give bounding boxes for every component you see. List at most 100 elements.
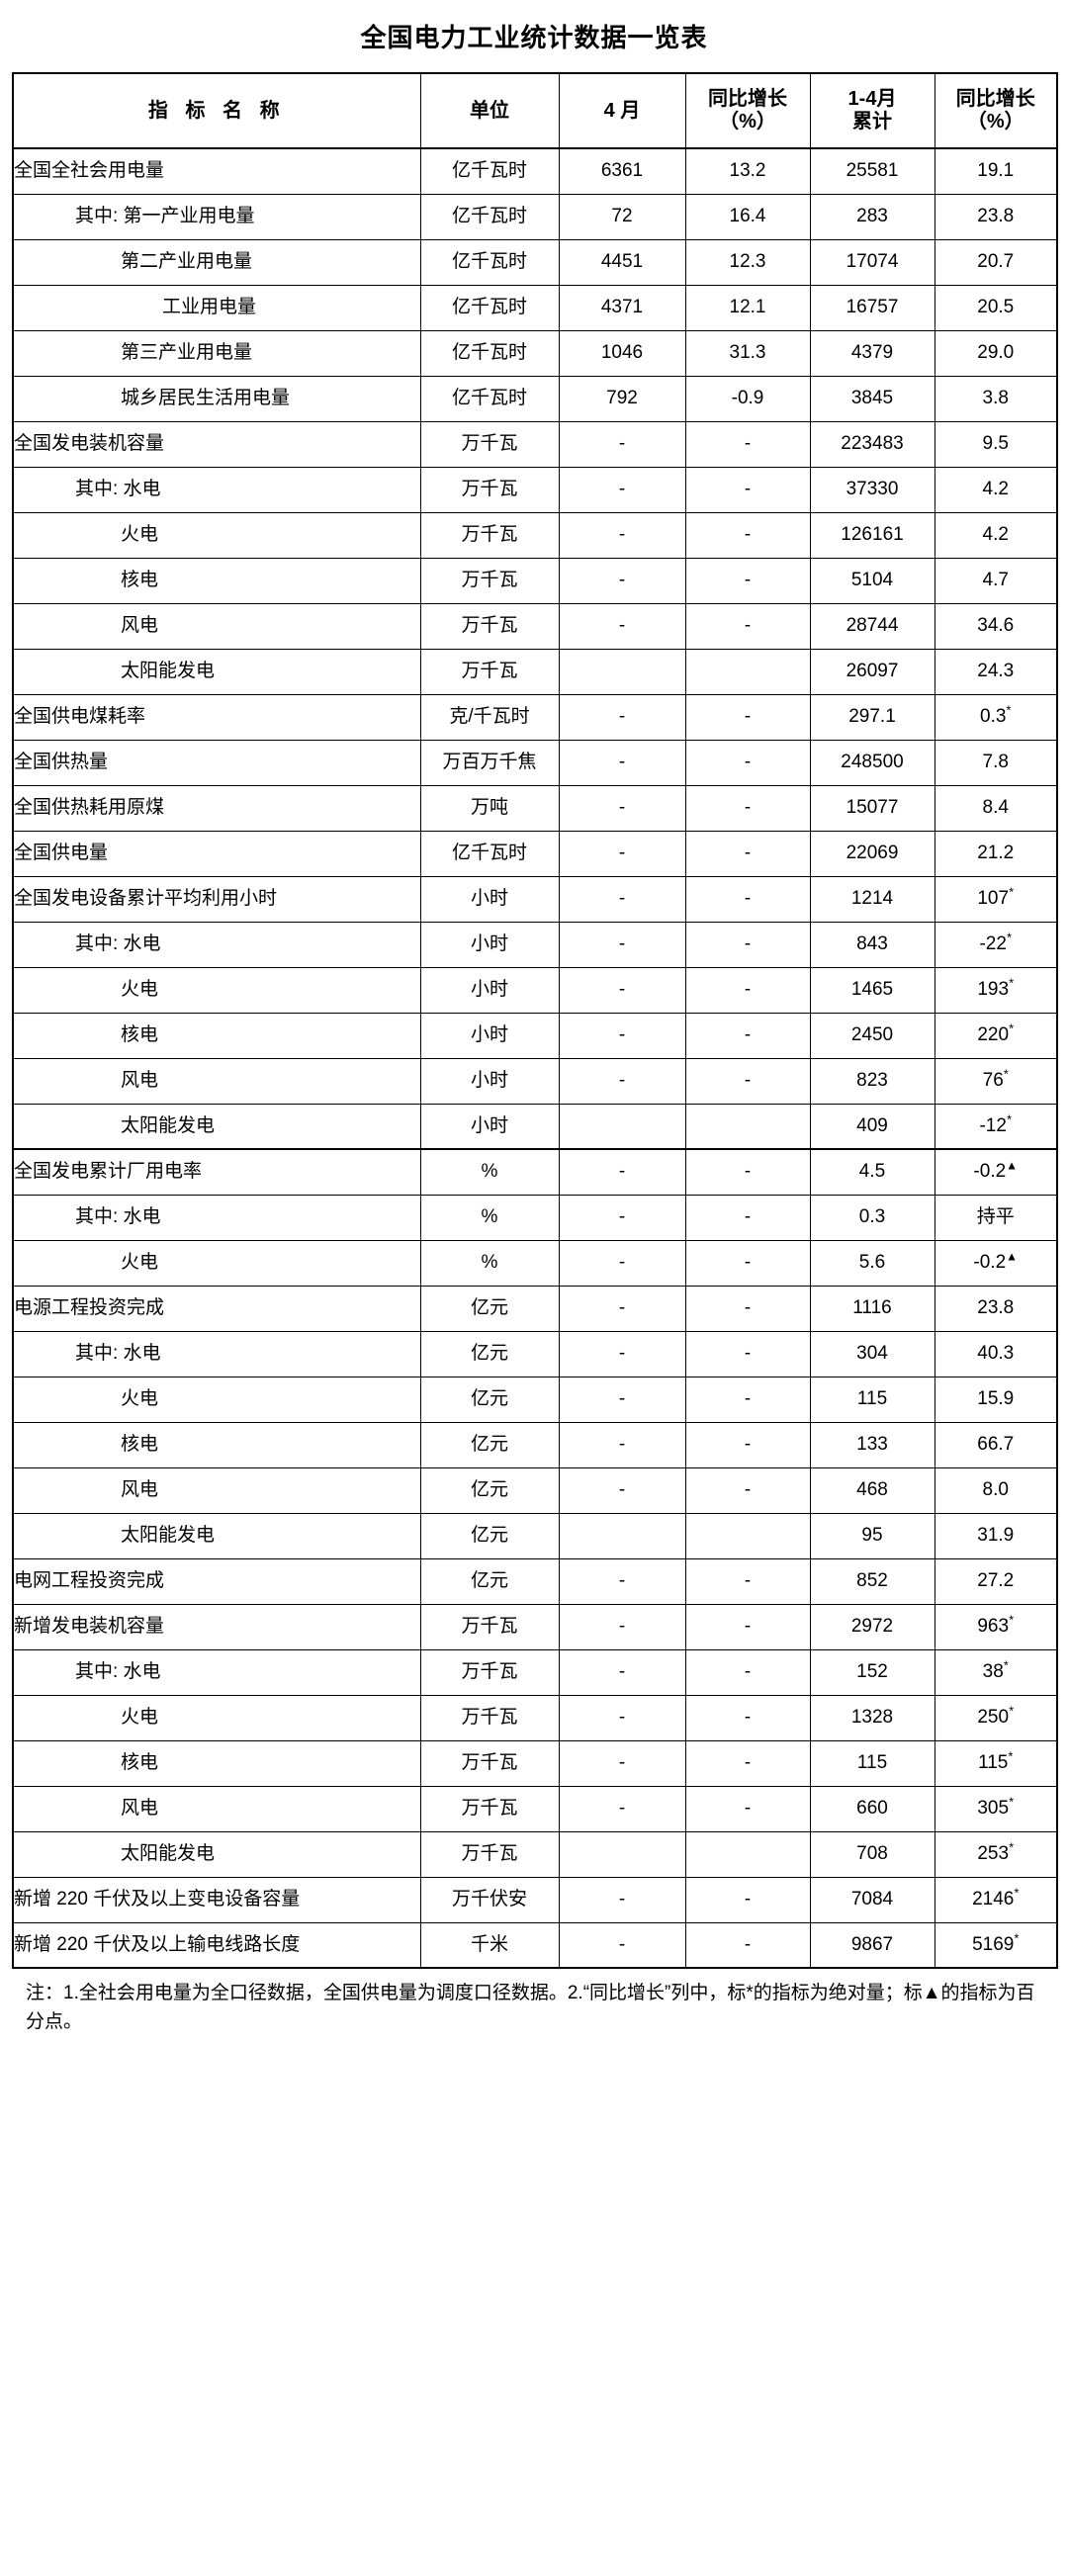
row-value-cum-growth-number: 115 bbox=[978, 1752, 1009, 1774]
table-row: 其中: 水电 万千瓦 - -152 38* bbox=[12, 1648, 1058, 1696]
absolute-value-star-marker: * bbox=[1009, 1703, 1015, 1719]
row-value-cumulative: 1465 bbox=[809, 966, 935, 1014]
absolute-value-star-marker: * bbox=[1009, 884, 1015, 900]
row-value-apr-growth: - bbox=[684, 602, 811, 650]
row-value-apr: - bbox=[558, 830, 686, 877]
absolute-value-star-marker: * bbox=[1006, 1111, 1013, 1127]
row-value-apr: 6361 bbox=[558, 147, 686, 195]
absolute-value-star-marker: * bbox=[1009, 1612, 1015, 1628]
row-value-cum-growth-number: 253 bbox=[977, 1843, 1010, 1865]
row-indicator-name: 风电 bbox=[12, 602, 421, 650]
row-value-cum-growth: 115* bbox=[934, 1739, 1058, 1787]
row-value-cumulative: 7084 bbox=[809, 1876, 935, 1923]
row-value-apr: - bbox=[558, 420, 686, 468]
row-indicator-name: 其中: 水电 bbox=[12, 1330, 421, 1377]
row-value-cumulative: 115 bbox=[809, 1739, 935, 1787]
row-value-apr: 792 bbox=[558, 375, 686, 422]
row-value-cum-growth: 29.0 bbox=[934, 329, 1058, 377]
row-unit: 小时 bbox=[419, 1103, 560, 1150]
row-value-apr: - bbox=[558, 739, 686, 786]
row-value-apr-growth: - bbox=[684, 830, 811, 877]
table-row: 其中: 第一产业用电量 亿千瓦时 72 16.4 283 23.8 bbox=[12, 193, 1058, 240]
row-unit: 亿千瓦时 bbox=[419, 147, 560, 195]
row-value-apr-growth: 12.3 bbox=[684, 238, 811, 286]
row-indicator-name: 全国供电量 bbox=[12, 830, 421, 877]
row-value-cum-growth: 23.8 bbox=[934, 1285, 1058, 1332]
row-value-cum-growth: 19.1 bbox=[934, 147, 1058, 195]
column-header-cumulative: 1-4月 累计 bbox=[809, 72, 935, 149]
row-unit: 亿千瓦时 bbox=[419, 329, 560, 377]
table-row: 全国全社会用电量 亿千瓦时 6361 13.2 25581 19.1 bbox=[12, 147, 1058, 195]
row-value-apr-growth: - bbox=[684, 1785, 811, 1832]
row-value-apr: - bbox=[558, 557, 686, 604]
absolute-value-star-marker: * bbox=[1006, 930, 1013, 945]
row-value-cum-growth: 24.3 bbox=[934, 648, 1058, 695]
row-value-cumulative: 37330 bbox=[809, 466, 935, 513]
row-value-apr-growth: - bbox=[684, 1285, 811, 1332]
row-value-cum-growth: 40.3 bbox=[934, 1330, 1058, 1377]
row-value-apr: - bbox=[558, 693, 686, 741]
row-unit: 万千瓦 bbox=[419, 602, 560, 650]
row-unit: % bbox=[419, 1239, 560, 1287]
table-row: 全国发电装机容量 万千瓦 - -223483 9.5 bbox=[12, 420, 1058, 468]
row-value-cum-growth: 9.5 bbox=[934, 420, 1058, 468]
table-row: 新增发电装机容量 万千瓦 - -2972 963* bbox=[12, 1603, 1058, 1650]
row-value-apr: - bbox=[558, 1785, 686, 1832]
table-row: 风电 万千瓦 - -660 305* bbox=[12, 1785, 1058, 1832]
row-indicator-name: 城乡居民生活用电量 bbox=[12, 375, 421, 422]
row-value-cumulative: 25581 bbox=[809, 147, 935, 195]
row-unit: 万千瓦 bbox=[419, 511, 560, 559]
row-value-apr-growth: 16.4 bbox=[684, 193, 811, 240]
table-row: 火电 小时 - -1465 193* bbox=[12, 966, 1058, 1014]
row-indicator-name: 核电 bbox=[12, 1012, 421, 1059]
absolute-value-star-marker: * bbox=[1014, 1885, 1020, 1901]
table-row: 风电 亿元 - -468 8.0 bbox=[12, 1466, 1058, 1514]
row-value-apr bbox=[558, 1103, 686, 1150]
row-value-cumulative: 248500 bbox=[809, 739, 935, 786]
row-indicator-name: 全国供热耗用原煤 bbox=[12, 784, 421, 832]
row-indicator-name: 全国全社会用电量 bbox=[12, 147, 421, 195]
row-value-apr-growth: - bbox=[684, 739, 811, 786]
row-value-cumulative: 126161 bbox=[809, 511, 935, 559]
row-unit: 小时 bbox=[419, 921, 560, 968]
row-value-cumulative: 843 bbox=[809, 921, 935, 968]
row-unit: 万千瓦 bbox=[419, 1648, 560, 1696]
row-indicator-name: 全国供热量 bbox=[12, 739, 421, 786]
absolute-value-star-marker: * bbox=[1003, 1066, 1009, 1082]
column-header-cumulative-line1: 1-4月 bbox=[847, 88, 897, 110]
absolute-value-star-marker: * bbox=[1009, 1794, 1015, 1810]
row-value-apr-growth: - bbox=[684, 966, 811, 1014]
row-unit: 千米 bbox=[419, 1921, 560, 1969]
table-row: 其中: 水电 亿元 - -304 40.3 bbox=[12, 1330, 1058, 1377]
row-value-cumulative: 409 bbox=[809, 1103, 935, 1150]
table-row: 核电 万千瓦 - -115 115* bbox=[12, 1739, 1058, 1787]
row-value-cum-growth: 250* bbox=[934, 1694, 1058, 1741]
row-value-cumulative: 95 bbox=[809, 1512, 935, 1559]
row-value-apr-growth bbox=[684, 1103, 811, 1150]
row-value-cum-growth-number: 963 bbox=[977, 1616, 1010, 1638]
row-value-cumulative: 5.6 bbox=[809, 1239, 935, 1287]
row-unit: 万千瓦 bbox=[419, 1694, 560, 1741]
row-unit: 万千瓦 bbox=[419, 1785, 560, 1832]
row-value-cumulative: 133 bbox=[809, 1421, 935, 1468]
row-value-cum-growth: 4.7 bbox=[934, 557, 1058, 604]
row-value-cum-growth: 21.2 bbox=[934, 830, 1058, 877]
table-row: 工业用电量 亿千瓦时 4371 12.1 16757 20.5 bbox=[12, 284, 1058, 331]
column-header-cumulative-line2: 累计 bbox=[852, 111, 892, 133]
row-unit: 亿千瓦时 bbox=[419, 375, 560, 422]
table-row: 第三产业用电量 亿千瓦时 1046 31.3 4379 29.0 bbox=[12, 329, 1058, 377]
row-value-cum-growth-number: 193 bbox=[977, 979, 1010, 1001]
absolute-value-star-marker: * bbox=[1009, 1839, 1015, 1855]
absolute-value-star-marker: * bbox=[1014, 1930, 1020, 1946]
row-value-cum-growth: 20.5 bbox=[934, 284, 1058, 331]
row-indicator-name: 其中: 水电 bbox=[12, 1648, 421, 1696]
row-value-cum-growth-number: 76 bbox=[982, 1070, 1004, 1092]
row-unit: % bbox=[419, 1194, 560, 1241]
row-value-cumulative: 0.3 bbox=[809, 1194, 935, 1241]
row-value-apr: - bbox=[558, 1921, 686, 1969]
absolute-value-star-marker: * bbox=[1008, 1748, 1014, 1764]
table-row: 新增 220 千伏及以上输电线路长度 千米 - -9867 5169* bbox=[12, 1921, 1058, 1969]
row-value-apr-growth: - bbox=[684, 1648, 811, 1696]
row-value-apr-growth: - bbox=[684, 466, 811, 513]
row-value-apr: - bbox=[558, 1057, 686, 1105]
